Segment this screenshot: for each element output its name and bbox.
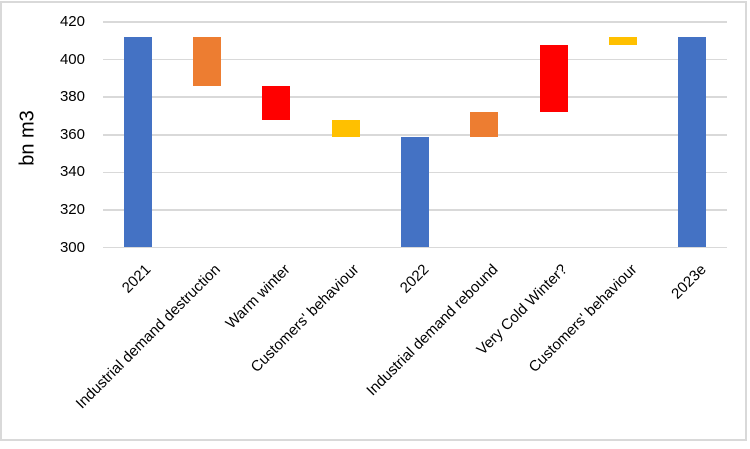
x-axis-label: 2021 (119, 261, 155, 297)
gridline (103, 134, 727, 136)
x-axis-label: Industrial demand rebound (363, 261, 502, 400)
waterfall-bar-2 (193, 37, 221, 86)
x-axis-label: 2023e (667, 261, 710, 303)
waterfall-bar-7 (539, 44, 568, 113)
waterfall-bar-4 (331, 119, 360, 137)
y-axis-tick-label: 320 (59, 200, 85, 218)
gridline (103, 21, 727, 23)
x-axis-label: Industrial demand destruction (72, 261, 225, 413)
gridline (103, 246, 727, 249)
y-axis-tick-label: 340 (59, 163, 85, 181)
gridline (103, 58, 727, 61)
x-axis-label: Warm winter (222, 261, 294, 333)
y-axis-tick-label: 420 (59, 13, 85, 30)
waterfall-bar-1 (123, 37, 152, 248)
waterfall-bar-9 (678, 37, 707, 248)
x-axis-label: 2022 (396, 261, 433, 297)
y-axis-tick-label: 400 (59, 50, 85, 68)
y-axis-tick-label: 300 (59, 238, 85, 256)
waterfall-bar-3 (262, 85, 291, 120)
y-axis-tick-label: 360 (59, 125, 85, 143)
waterfall-bar-5 (401, 136, 429, 248)
waterfall-bar-8 (609, 37, 637, 45)
y-axis-tick-label: 380 (59, 88, 85, 106)
gridline (103, 96, 727, 98)
waterfall-bar-6 (470, 112, 499, 137)
